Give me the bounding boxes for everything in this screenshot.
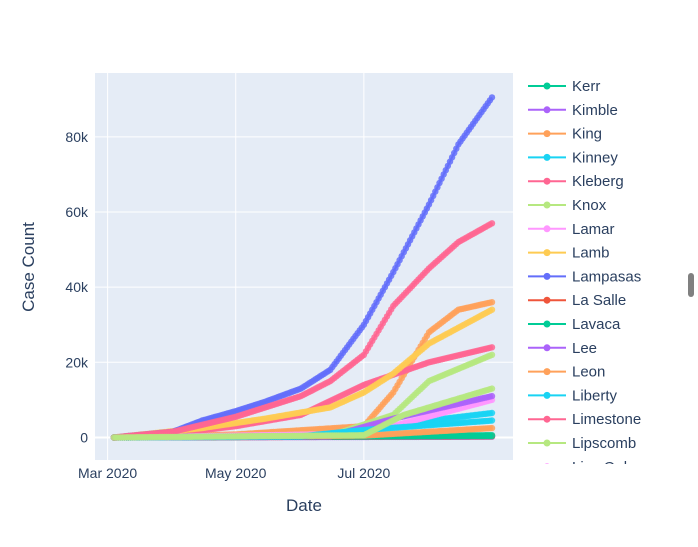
legend-label: King: [572, 126, 602, 143]
data-point: [488, 417, 496, 424]
legend-item-lee[interactable]: Lee: [528, 340, 597, 357]
data-point: [488, 299, 496, 306]
legend-item-lampasas[interactable]: Lampasas: [528, 268, 641, 285]
legend-swatch-marker: [543, 296, 551, 304]
legend-label: Kimble: [572, 102, 618, 119]
legend-swatch-marker: [543, 249, 551, 257]
data-point: [488, 432, 496, 440]
legend-item-kimble[interactable]: Kimble: [528, 102, 618, 119]
legend-item-kinney[interactable]: Kinney: [528, 149, 618, 166]
legend-scrollbar[interactable]: [688, 273, 694, 297]
data-point: [488, 392, 496, 400]
legend-swatch-marker: [544, 463, 550, 464]
legend-item-limestone[interactable]: Limestone: [528, 411, 641, 428]
legend-swatch-marker: [543, 153, 551, 161]
legend-label: La Salle: [572, 292, 626, 309]
data-point: [488, 220, 496, 227]
legend-label: Kerr: [572, 78, 600, 95]
legend-item-leon[interactable]: Leon: [528, 364, 605, 381]
legend-label: Kinney: [572, 149, 618, 166]
legend-item-knox[interactable]: Knox: [528, 197, 607, 214]
legend-label: Liberty: [572, 387, 618, 404]
legend-label: Live Oak: [572, 459, 632, 476]
legend-item-live-oak[interactable]: Live Oak: [528, 459, 632, 476]
x-tick-label: Mar 2020: [78, 465, 137, 481]
legend[interactable]: Kerr Kimble King Kinney Kleberg Knox Lamar Lamb…: [528, 78, 641, 476]
legend-label: Lamar: [572, 221, 615, 238]
legend-label: Lamb: [572, 245, 610, 262]
legend-item-king[interactable]: King: [528, 126, 602, 143]
legend-swatch-marker: [543, 368, 551, 376]
data-point: [488, 351, 496, 358]
x-tick-label: May 2020: [205, 465, 267, 481]
y-axis-title: Case Count: [19, 222, 38, 312]
legend-swatch-marker: [543, 391, 551, 399]
legend-swatch-marker: [543, 415, 551, 423]
y-tick-label: 40k: [65, 279, 89, 295]
data-point: [488, 306, 496, 313]
data-point: [488, 94, 496, 101]
y-tick-labels: 0 20k 40k 60k 80k: [65, 129, 89, 446]
data-point: [488, 424, 496, 432]
legend-swatch-marker: [543, 225, 551, 233]
x-axis-title: Date: [286, 496, 322, 515]
legend-label: Limestone: [572, 411, 641, 428]
legend-label: Kleberg: [572, 173, 624, 190]
legend-item-la-salle[interactable]: La Salle: [528, 292, 626, 309]
series-lampasas: [110, 94, 496, 441]
x-tick-label: Jul 2020: [337, 465, 390, 481]
legend-item-lamb[interactable]: Lamb: [528, 245, 610, 262]
legend-swatch-marker: [543, 201, 551, 209]
legend-swatch-marker: [543, 344, 551, 352]
legend-item-lipscomb[interactable]: Lipscomb: [528, 435, 636, 452]
legend-swatch-marker: [543, 320, 551, 328]
legend-label: Lee: [572, 340, 597, 357]
legend-label: Knox: [572, 197, 607, 214]
data-point: [488, 344, 496, 351]
data-point: [488, 409, 496, 417]
legend-label: Leon: [572, 364, 605, 381]
y-tick-label: 0: [80, 429, 88, 445]
legend-swatch-marker: [543, 272, 551, 280]
y-tick-label: 60k: [65, 204, 89, 220]
legend-item-kerr[interactable]: Kerr: [528, 78, 600, 95]
legend-swatch-marker: [543, 82, 551, 90]
legend-label: Lavaca: [572, 316, 621, 333]
legend-swatch-marker: [543, 177, 551, 185]
legend-label: Lipscomb: [572, 435, 636, 452]
legend-swatch-marker: [543, 130, 551, 138]
series-layer: [110, 94, 496, 441]
y-tick-label: 80k: [65, 129, 89, 145]
legend-item-kleberg[interactable]: Kleberg: [528, 173, 624, 190]
data-point: [488, 385, 496, 392]
legend-swatch-marker: [543, 439, 551, 447]
legend-item-lamar[interactable]: Lamar: [528, 221, 615, 238]
legend-item-lavaca[interactable]: Lavaca: [528, 316, 621, 333]
legend-label: Lampasas: [572, 268, 641, 285]
legend-swatch-marker: [543, 106, 551, 114]
legend-item-liberty[interactable]: Liberty: [528, 387, 618, 404]
y-tick-label: 20k: [65, 354, 89, 370]
series-lipscomb: [110, 385, 496, 441]
x-tick-labels: Mar 2020 May 2020 Jul 2020: [78, 465, 391, 481]
